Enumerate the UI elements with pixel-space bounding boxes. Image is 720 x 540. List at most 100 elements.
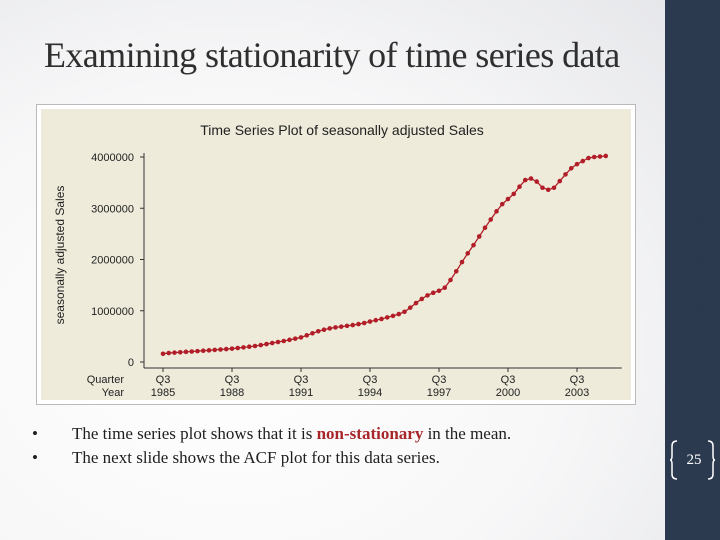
bullet-list: • The time series plot shows that it is … <box>30 424 650 472</box>
data-point <box>160 351 166 357</box>
x-tick-quarter-label: Q3 <box>363 374 378 386</box>
y-tick-label: 0 <box>128 357 134 369</box>
data-point <box>494 209 499 214</box>
data-point <box>442 285 448 290</box>
data-point <box>522 177 528 183</box>
data-point <box>373 317 379 323</box>
x-tick-year-label: 1985 <box>151 387 175 399</box>
bullet-item: • The next slide shows the ACF plot for … <box>30 448 650 472</box>
data-point <box>557 178 563 184</box>
x-tick-year-label: 1997 <box>427 387 451 399</box>
data-point <box>195 348 200 354</box>
data-point <box>333 325 338 330</box>
x-tick-quarter-label: Q3 <box>225 374 240 386</box>
bullet-highlight: non-stationary <box>316 424 424 443</box>
axes <box>143 153 622 369</box>
data-point <box>465 251 471 256</box>
data-point <box>246 344 252 350</box>
y-tick-label: 3000000 <box>91 203 134 215</box>
data-point <box>511 191 517 197</box>
data-point <box>350 322 356 328</box>
bullet-text-part: in the mean. <box>423 424 512 443</box>
data-point <box>425 293 430 298</box>
page-brace-right <box>707 440 715 480</box>
data-point <box>200 348 206 354</box>
time-series-chart: Time Series Plot of seasonally adjusted … <box>41 109 631 400</box>
series-layer <box>160 153 609 357</box>
y-tick-label: 2000000 <box>91 255 134 267</box>
bullet-item: • The time series plot shows that it is … <box>30 424 650 448</box>
x-tick-year-label: 1988 <box>220 387 244 399</box>
x-tick-quarter-label: Q3 <box>156 374 171 386</box>
data-point <box>568 165 574 171</box>
x-row-label: Year <box>102 387 125 399</box>
x-tick-year-label: 1994 <box>358 387 382 399</box>
data-point <box>603 153 609 159</box>
data-point <box>212 347 218 353</box>
data-point <box>448 277 453 283</box>
data-point <box>241 345 246 350</box>
data-point <box>269 340 275 346</box>
data-point <box>551 185 557 191</box>
data-point <box>471 242 476 248</box>
data-point <box>287 337 292 343</box>
data-point <box>189 349 195 354</box>
x-tick-quarter-label: Q3 <box>294 374 309 386</box>
axis-ticks: 0 1000000 2000000 3000000 4000000 QuarterYear… <box>87 152 590 399</box>
data-point <box>574 161 580 167</box>
x-tick-quarter-label: Q3 <box>570 374 585 386</box>
data-point <box>367 319 373 324</box>
data-point <box>488 217 494 222</box>
data-point <box>505 196 511 202</box>
data-point <box>361 320 367 326</box>
data-point <box>264 341 269 347</box>
data-point <box>407 305 413 310</box>
x-row-label: Quarter <box>87 374 125 386</box>
data-point <box>229 346 235 351</box>
data-point <box>356 321 361 327</box>
data-point <box>172 350 177 355</box>
data-point <box>540 185 545 191</box>
y-axis-label: seasonally adjusted Sales <box>53 186 67 325</box>
data-point <box>402 309 407 315</box>
data-point <box>338 324 344 329</box>
x-tick-year-label: 2000 <box>496 387 520 399</box>
data-point <box>517 184 522 190</box>
data-point <box>453 268 459 274</box>
data-point <box>235 345 241 351</box>
x-tick-quarter-label: Q3 <box>432 374 447 386</box>
data-point <box>482 225 488 231</box>
bullet-marker: • <box>32 424 38 443</box>
data-point <box>275 339 281 345</box>
data-point <box>206 348 212 353</box>
data-point <box>327 326 333 331</box>
author-label: Dr. Mohammed Alahmed <box>689 206 704 330</box>
x-tick-year-label: 1991 <box>289 387 313 399</box>
data-point <box>177 349 183 355</box>
bullet-text: The time series plot shows that it is no… <box>72 424 511 444</box>
page-brace-left <box>670 440 678 480</box>
data-point <box>476 234 482 239</box>
data-point <box>413 300 419 306</box>
chart-panel <box>41 109 631 400</box>
data-point <box>591 154 597 160</box>
data-point <box>436 288 442 294</box>
y-tick-label: 4000000 <box>91 152 134 164</box>
data-point <box>534 179 540 184</box>
data-point <box>390 313 396 319</box>
data-point <box>419 296 425 302</box>
data-point <box>315 328 321 334</box>
data-point <box>281 338 287 344</box>
data-point <box>396 311 402 317</box>
side-band <box>665 0 720 540</box>
chart-title: Time Series Plot of seasonally adjusted … <box>200 122 484 138</box>
data-point <box>292 336 298 341</box>
data-point <box>321 327 327 333</box>
slide-title: Examining stationarity of time series da… <box>44 35 620 75</box>
bullet-marker: • <box>32 448 38 467</box>
data-point <box>430 290 436 296</box>
data-point <box>223 346 229 352</box>
data-point <box>344 323 350 329</box>
x-tick-quarter-label: Q3 <box>501 374 516 386</box>
data-point <box>499 201 505 207</box>
